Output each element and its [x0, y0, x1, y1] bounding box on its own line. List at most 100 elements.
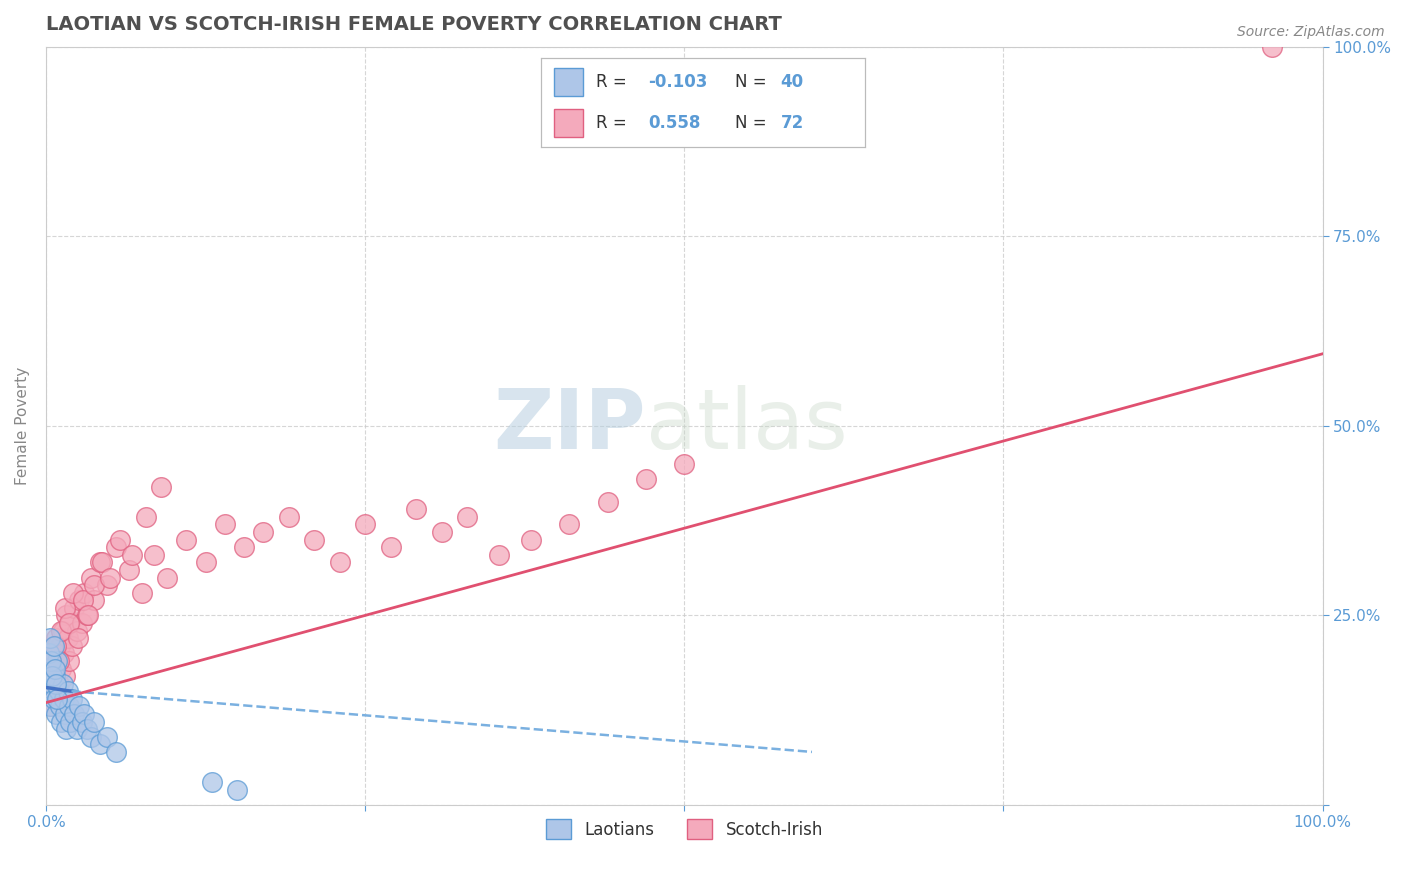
Point [89, 555, 111, 569]
Point [46, 654, 69, 668]
Point [45, 639, 67, 653]
Point [65, 722, 87, 736]
Point [96, 578, 118, 592]
Point [38, 676, 60, 690]
Point [42, 639, 65, 653]
Point [73, 706, 96, 721]
Point [45, 706, 67, 721]
Point [79, 730, 101, 744]
Point [38, 691, 60, 706]
Point [98, 570, 121, 584]
Point [194, 555, 217, 569]
Point [41, 669, 63, 683]
Text: 0.558: 0.558 [648, 114, 700, 132]
Point [118, 563, 141, 577]
Point [48, 676, 70, 690]
Point [52, 624, 75, 638]
Point [72, 593, 94, 607]
Point [67, 699, 90, 714]
Point [51, 661, 73, 675]
Point [76, 608, 98, 623]
Text: R =: R = [596, 114, 633, 132]
Point [131, 585, 153, 599]
Text: 40: 40 [780, 73, 804, 91]
Point [83, 714, 105, 729]
Point [156, 570, 179, 584]
Text: 72: 72 [780, 114, 804, 132]
Point [520, 533, 543, 547]
Point [354, 517, 377, 532]
Point [39, 661, 62, 675]
Point [83, 578, 105, 592]
Point [49, 699, 72, 714]
Point [634, 472, 657, 486]
Point [55, 722, 77, 736]
Point [79, 570, 101, 584]
Point [48, 684, 70, 698]
Point [67, 593, 90, 607]
Point [83, 593, 105, 607]
Point [430, 524, 453, 539]
Point [38, 646, 60, 660]
Y-axis label: Female Poverty: Female Poverty [15, 367, 30, 485]
Point [44, 669, 66, 683]
Point [46, 691, 69, 706]
Point [456, 509, 478, 524]
Point [38, 684, 60, 698]
Point [62, 585, 84, 599]
Point [70, 615, 93, 630]
Text: N =: N = [735, 73, 772, 91]
Point [38, 699, 60, 714]
Point [176, 533, 198, 547]
Point [52, 676, 75, 690]
Point [96, 730, 118, 744]
Point [105, 745, 128, 759]
Text: ZIP: ZIP [494, 385, 645, 467]
Point [59, 615, 82, 630]
Point [41, 684, 63, 698]
Point [51, 624, 73, 638]
Point [51, 714, 73, 729]
Point [55, 608, 77, 623]
Point [58, 699, 80, 714]
Point [121, 548, 143, 562]
Point [39, 699, 62, 714]
Point [44, 669, 66, 683]
FancyBboxPatch shape [554, 109, 583, 137]
Text: LAOTIAN VS SCOTCH-IRISH FEMALE POVERTY CORRELATION CHART: LAOTIAN VS SCOTCH-IRISH FEMALE POVERTY C… [46, 15, 782, 34]
Text: R =: R = [596, 73, 633, 91]
Point [56, 684, 79, 698]
Point [201, 775, 224, 789]
Point [46, 654, 69, 668]
Point [65, 624, 87, 638]
Point [596, 494, 619, 508]
Point [108, 533, 131, 547]
Point [48, 654, 70, 668]
Point [60, 639, 83, 653]
Point [302, 533, 325, 547]
Point [58, 615, 80, 630]
Point [673, 457, 696, 471]
Point [226, 782, 249, 797]
Point [380, 540, 402, 554]
Text: -0.103: -0.103 [648, 73, 707, 91]
Point [53, 706, 76, 721]
Point [89, 737, 111, 751]
Point [558, 517, 581, 532]
Point [66, 631, 89, 645]
Point [73, 585, 96, 599]
Text: Source: ZipAtlas.com: Source: ZipAtlas.com [1237, 25, 1385, 39]
Point [39, 654, 62, 668]
Point [53, 600, 76, 615]
Point [149, 479, 172, 493]
Text: N =: N = [735, 114, 772, 132]
Point [143, 548, 166, 562]
Point [214, 517, 236, 532]
Point [45, 676, 67, 690]
Point [277, 509, 299, 524]
Point [232, 540, 254, 554]
Point [405, 502, 427, 516]
Point [45, 631, 67, 645]
Point [53, 669, 76, 683]
Point [59, 714, 82, 729]
